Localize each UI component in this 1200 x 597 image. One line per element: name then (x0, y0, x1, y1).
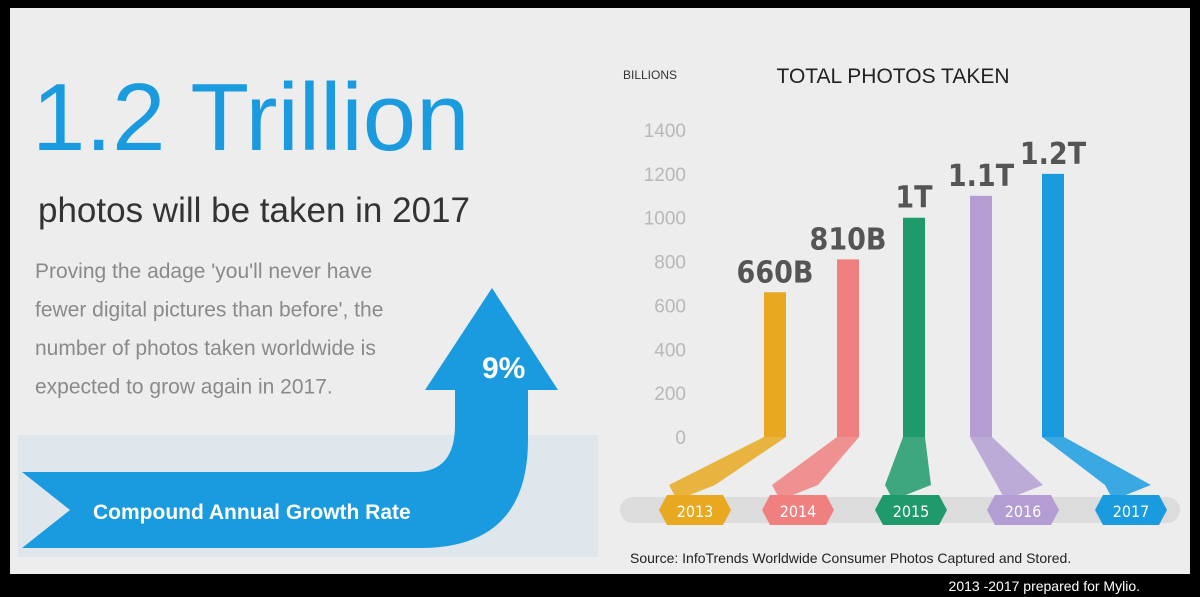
growth-label: Compound Annual Growth Rate (93, 501, 411, 524)
y-tick-label: 800 (654, 253, 686, 274)
bar-tail (669, 437, 786, 500)
footer: 2013 -2017 prepared for Mylio. (949, 578, 1140, 594)
growth-arrow (22, 288, 558, 548)
y-axis-label: BILLIONS (623, 68, 677, 82)
source: Source: InfoTrends Worldwide Consumer Ph… (630, 550, 1071, 566)
body-line: fewer digital pictures than before', the (35, 299, 383, 322)
bar-tail (885, 437, 931, 500)
y-tick-label: 1200 (644, 165, 686, 186)
year-tag (875, 495, 947, 525)
y-tick-label: 200 (654, 384, 686, 405)
year-tag (987, 495, 1059, 525)
y-tick-label: 0 (675, 428, 686, 449)
subheadline: photos will be taken in 2017 (38, 191, 470, 230)
year-tag (762, 495, 834, 525)
bar (1042, 173, 1064, 437)
y-tick-label: 400 (654, 340, 686, 361)
value-label: 660B (737, 255, 814, 290)
bar (970, 195, 992, 437)
bar (764, 292, 786, 437)
value-label: 810B (810, 222, 887, 257)
body-text: Proving the adage 'you'll never have fewe… (35, 260, 383, 399)
year-tag (1095, 495, 1167, 525)
value-label: 1T (895, 181, 933, 216)
x-tick-label: 2015 (893, 502, 930, 521)
y-tick-label: 1000 (644, 209, 686, 230)
value-label: 1.2T (1020, 137, 1087, 172)
body-line: number of photos taken worldwide is (35, 337, 376, 360)
bar-tail (772, 437, 859, 500)
x-tick-label: 2017 (1113, 502, 1150, 521)
y-tick-label: 1400 (644, 121, 686, 142)
body-line: Proving the adage 'you'll never have (35, 260, 372, 283)
body-line: expected to grow again in 2017. (35, 376, 333, 399)
headline: 1.2 Trillion (32, 64, 470, 171)
growth-value: 9% (482, 352, 525, 385)
x-tick-label: 2016 (1005, 502, 1042, 521)
chart-title: TOTAL PHOTOS TAKEN (777, 65, 1010, 88)
value-label: 1.1T (948, 159, 1015, 194)
year-tag (659, 495, 731, 525)
bar-tail (1042, 437, 1151, 500)
x-tick-label: 2014 (780, 502, 817, 521)
x-tick-label: 2013 (677, 502, 714, 521)
bar (837, 259, 859, 437)
y-tick-label: 600 (654, 296, 686, 317)
bar (903, 217, 925, 437)
bar-tail (970, 437, 1043, 500)
